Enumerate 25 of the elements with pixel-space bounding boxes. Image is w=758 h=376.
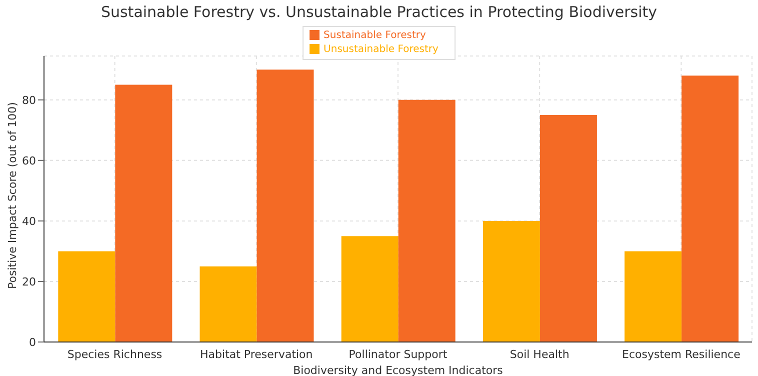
x-tick-label: Habitat Preservation	[200, 348, 313, 361]
bar	[58, 251, 116, 342]
bar	[624, 251, 682, 342]
bar	[341, 236, 398, 342]
bar	[682, 76, 739, 342]
x-tick-label: Species Richness	[67, 348, 162, 361]
legend-label: Sustainable Forestry	[324, 30, 426, 41]
bar	[540, 115, 597, 342]
y-tick-label: 20	[22, 275, 36, 288]
x-tick-label: Soil Health	[510, 348, 570, 361]
bar	[200, 266, 257, 342]
y-axis-title: Positive Impact Score (out of 100)	[6, 102, 19, 289]
x-tick-label: Pollinator Support	[348, 348, 448, 361]
bar	[398, 100, 456, 342]
y-tick-label: 40	[22, 214, 36, 228]
y-tick-label: 60	[22, 154, 36, 168]
bar	[482, 220, 540, 342]
x-axis-title: Biodiversity and Ecosystem Indicators	[293, 364, 504, 376]
y-tick-label: 0	[29, 336, 36, 349]
x-tick-label: Ecosystem Resilience	[622, 348, 741, 361]
bar	[115, 84, 172, 342]
bar	[256, 70, 314, 342]
chart-title: Sustainable Forestry vs. Unsustainable Practices in Protecting Biodiversity	[100, 3, 658, 21]
legend-label: Unsustainable Forestry	[324, 44, 438, 55]
y-tick-label: 80	[22, 94, 36, 107]
